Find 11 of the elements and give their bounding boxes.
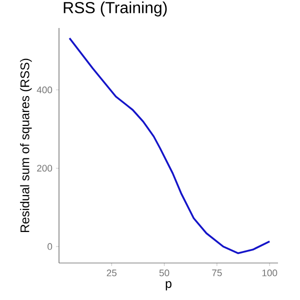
line-series bbox=[68, 37, 270, 254]
x-tick-label: 75 bbox=[212, 270, 222, 276]
x-tick-label: 50 bbox=[159, 270, 170, 276]
chart-title: RSS (Training) bbox=[64, 2, 167, 16]
y-tick-label: 400 bbox=[36, 86, 52, 94]
x-axis-title: p bbox=[166, 281, 172, 290]
x-tick-label: 25 bbox=[106, 270, 117, 276]
y-axis-title: Residual sum of squares (RSS) bbox=[20, 58, 32, 232]
x-tick-label: 100 bbox=[262, 270, 278, 276]
y-tick-label: 0 bbox=[48, 243, 52, 250]
y-tick-label: 200 bbox=[37, 164, 52, 172]
